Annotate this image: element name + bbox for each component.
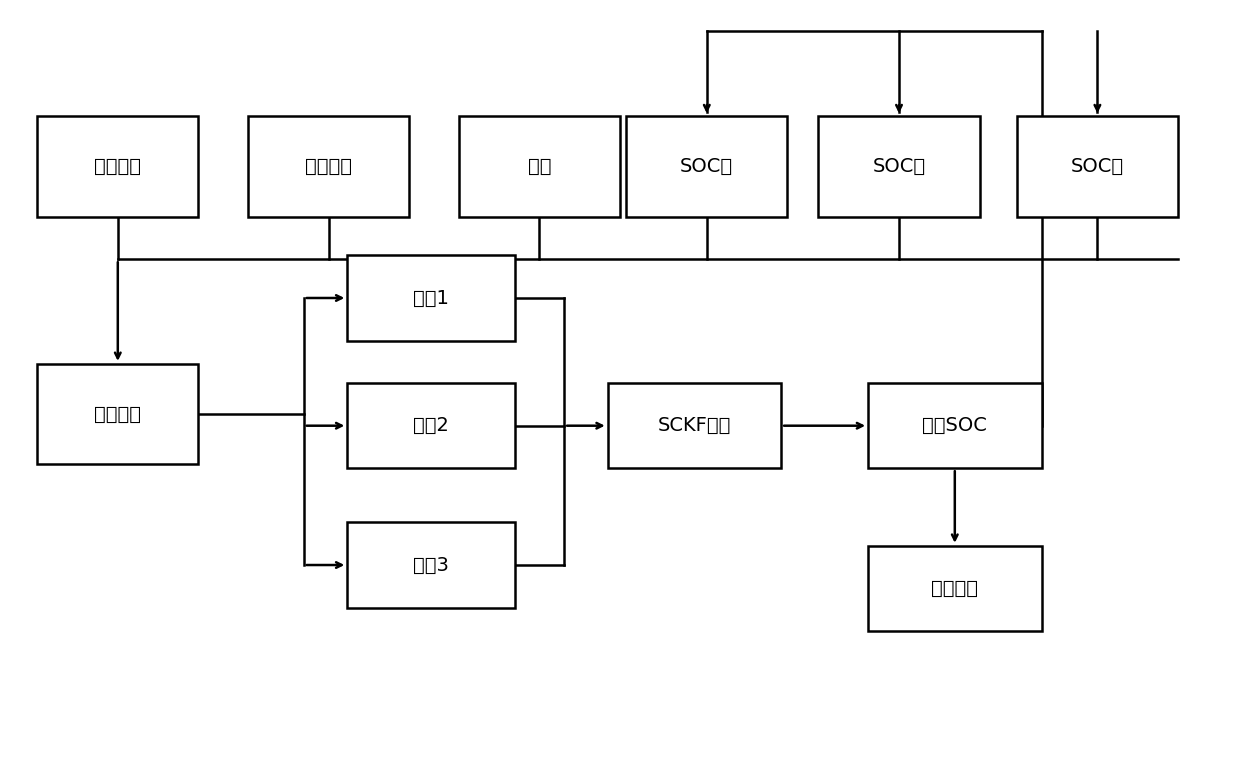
Text: 模型1: 模型1 <box>413 289 449 307</box>
Text: SOC高: SOC高 <box>1071 157 1123 176</box>
Bar <box>868 383 1042 468</box>
Bar <box>37 116 198 217</box>
Text: 实际SOC: 实际SOC <box>923 416 987 435</box>
Bar <box>626 116 787 217</box>
Text: 放电倍率: 放电倍率 <box>305 157 352 176</box>
Bar <box>868 546 1042 631</box>
Text: 参数整合: 参数整合 <box>94 405 141 423</box>
Text: SCKF估计: SCKF估计 <box>657 416 732 435</box>
Bar <box>459 116 620 217</box>
Bar <box>347 522 515 608</box>
Bar <box>347 383 515 468</box>
Text: 漂移电流: 漂移电流 <box>94 157 141 176</box>
Bar <box>818 116 980 217</box>
Bar <box>248 116 409 217</box>
Bar <box>1017 116 1178 217</box>
Bar <box>347 255 515 341</box>
Text: 输出结果: 输出结果 <box>931 579 978 598</box>
Text: 温度: 温度 <box>528 157 551 176</box>
Text: 模型2: 模型2 <box>413 416 449 435</box>
Text: 模型3: 模型3 <box>413 556 449 574</box>
Bar <box>37 364 198 464</box>
Text: SOC中: SOC中 <box>873 157 925 176</box>
Text: SOC低: SOC低 <box>681 157 733 176</box>
Bar <box>608 383 781 468</box>
